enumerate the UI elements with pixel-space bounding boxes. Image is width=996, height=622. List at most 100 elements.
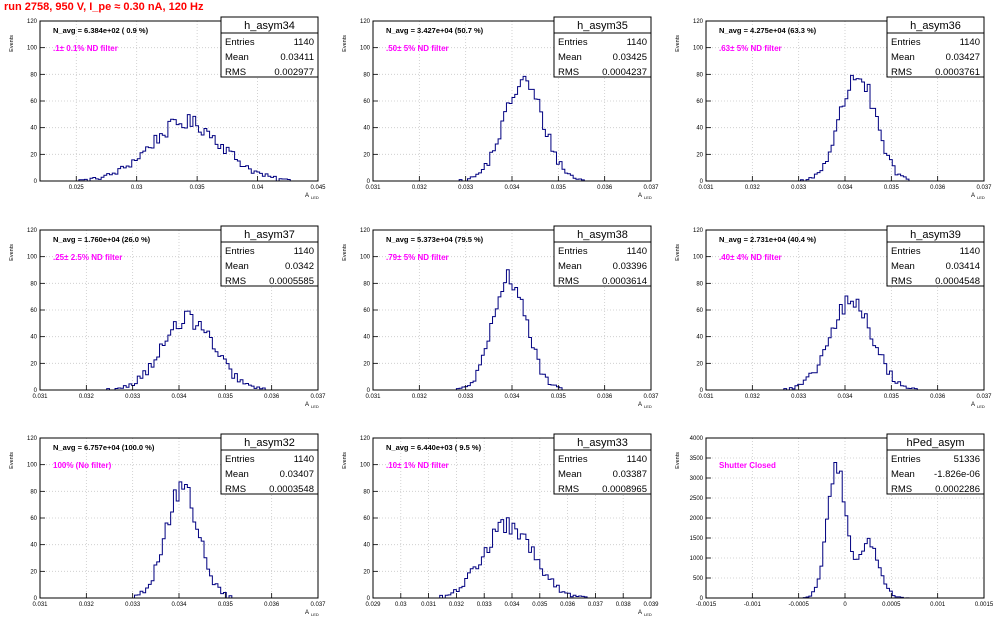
stats-value: 0.03411 (280, 52, 314, 63)
x-tick-label: 0.036 (597, 185, 613, 191)
y-tick-label: 60 (696, 308, 703, 314)
x-axis-label: A LED (305, 402, 319, 409)
stats-value: 0.03387 (613, 469, 647, 480)
stats-key: RMS (558, 67, 579, 78)
x-axis-label: A LED (971, 193, 985, 200)
stats-box (886, 433, 985, 495)
stats-value: 1140 (627, 246, 647, 257)
y-tick-label: 0 (367, 388, 371, 394)
y-tick-label: 20 (30, 361, 37, 367)
x-tick-label: 0.033 (791, 185, 807, 191)
x-tick-label: 0.034 (837, 394, 853, 400)
y-axis-label: Events (9, 35, 15, 52)
x-tick-label: 0.031 (698, 185, 714, 191)
x-tick-label: 0.033 (458, 185, 474, 191)
y-tick-label: 20 (30, 152, 37, 158)
stats-value: 0.03427 (946, 52, 980, 63)
x-tick-label: 0.034 (504, 394, 520, 400)
stats-key: RMS (558, 276, 579, 287)
stats-key: Entries (558, 246, 588, 257)
stats-box (220, 225, 319, 287)
x-tick-label: 0.032 (412, 185, 428, 191)
x-tick-label: 0.036 (930, 394, 946, 400)
x-tick-label: 0.033 (458, 394, 474, 400)
filter-note: .1± 0.1% ND filter (53, 44, 118, 53)
stats-key: RMS (891, 67, 912, 78)
histogram-bars (40, 310, 318, 391)
stats-value: 1140 (960, 37, 980, 48)
x-tick-label: 0.025 (69, 185, 85, 191)
y-tick-label: 40 (30, 126, 37, 132)
n-avg-label: N_avg = 1.760e+04 (26.0 %) (53, 235, 151, 244)
histogram-panel-h_asym34: 0.025 0.03 0.035 0.04 0.045 0 20 40 60 80 100 120 Ev… (9, 16, 326, 200)
y-tick-label: 1000 (690, 556, 704, 562)
stats-key: Entries (891, 454, 921, 465)
x-axis-label: A LED (971, 402, 985, 409)
y-tick-label: 80 (696, 72, 703, 78)
stats-box (220, 16, 319, 78)
y-tick-label: 0 (367, 596, 371, 602)
x-tick-label: 0.036 (264, 394, 280, 400)
x-tick-label: 0.034 (837, 185, 853, 191)
stats-value: 0.0003548 (269, 484, 314, 495)
filter-note: Shutter Closed (719, 461, 776, 470)
y-axis-label: Events (342, 244, 348, 261)
stats-key: Entries (225, 37, 255, 48)
x-tick-label: 0.035 (218, 394, 234, 400)
y-tick-label: 60 (30, 308, 37, 314)
stats-title: h_asym32 (244, 437, 295, 449)
stats-value: 1140 (294, 454, 314, 465)
x-tick-label: 0.037 (976, 394, 992, 400)
histogram-panel-h_asym39: 0.031 0.032 0.033 0.034 0.035 0.036 0.037 0 20 40… (675, 225, 992, 409)
stats-title: h_asym38 (577, 229, 628, 241)
histogram-panel-h_asym36: 0.031 0.032 0.033 0.034 0.035 0.036 0.037 0 20 40… (675, 16, 992, 200)
histogram-panel-h_asym37: 0.031 0.032 0.033 0.034 0.035 0.036 0.037 0 20 40… (9, 225, 326, 409)
n-avg-label: N_avg = 6.440e+03 ( 9.5 %) (386, 443, 482, 452)
y-tick-label: 0 (34, 388, 38, 394)
y-tick-label: 0 (34, 179, 38, 185)
y-tick-label: 100 (27, 255, 38, 261)
y-tick-label: 80 (363, 72, 370, 78)
stats-key: RMS (225, 484, 246, 495)
y-tick-label: 80 (30, 72, 37, 78)
y-tick-label: 3500 (690, 456, 704, 462)
x-tick-label: 0.045 (310, 185, 326, 191)
y-tick-label: 80 (30, 281, 37, 287)
y-tick-label: 60 (363, 516, 370, 522)
stats-value: 0.0004548 (935, 276, 980, 287)
stats-value: 0.0003761 (935, 67, 980, 78)
histogram-panel-hPed_asym: -0.0015 -0.001 -0.0005 0 0.0005 0.001 0.0015 0 5… (675, 433, 994, 608)
x-tick-label: 0 (843, 602, 847, 608)
y-tick-label: 0 (367, 179, 371, 185)
x-tick-label: 0.035 (218, 602, 234, 608)
stats-value: 1140 (294, 37, 314, 48)
x-axis-label: A LED (638, 193, 652, 200)
filter-note: .63± 5% ND filter (719, 44, 782, 53)
y-tick-label: 40 (30, 543, 37, 549)
y-axis-label: Events (675, 244, 681, 261)
x-tick-label: 0.036 (597, 394, 613, 400)
y-tick-label: 80 (696, 281, 703, 287)
x-tick-label: 0.03 (395, 602, 407, 608)
stats-key: Entries (225, 454, 255, 465)
x-tick-label: 0.037 (310, 394, 326, 400)
y-tick-label: 120 (693, 228, 704, 234)
filter-note: .40± 4% ND filter (719, 253, 782, 262)
x-tick-label: 0.03 (131, 185, 143, 191)
y-tick-label: 100 (693, 46, 704, 52)
x-tick-label: -0.0005 (788, 602, 809, 608)
y-tick-label: 0 (34, 596, 38, 602)
x-tick-label: 0.036 (930, 185, 946, 191)
filter-note: .79± 5% ND filter (386, 253, 449, 262)
x-tick-label: -0.001 (744, 602, 762, 608)
stats-value: 0.03414 (946, 261, 980, 272)
x-tick-label: 0.034 (504, 185, 520, 191)
filter-note: .25± 2.5% ND filter (53, 253, 122, 262)
y-tick-label: 20 (363, 152, 370, 158)
y-tick-label: 120 (360, 436, 371, 442)
n-avg-label: N_avg = 5.373e+04 (79.5 %) (386, 235, 484, 244)
stats-value: 1140 (627, 37, 647, 48)
y-tick-label: 60 (30, 99, 37, 105)
stats-box (886, 225, 985, 287)
